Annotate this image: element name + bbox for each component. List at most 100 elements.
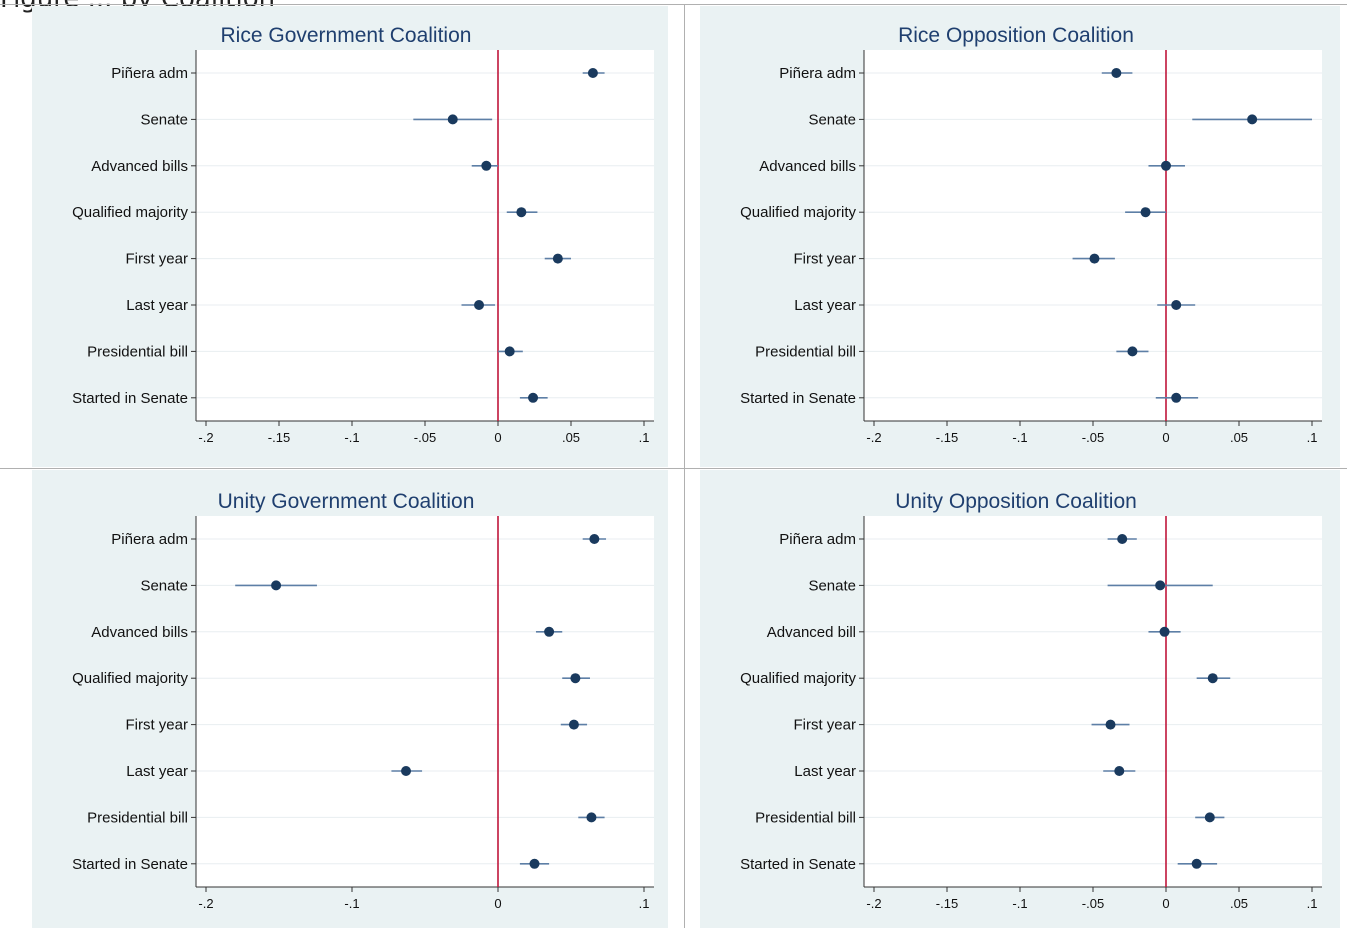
- chart-title: Unity Opposition Coalition: [895, 490, 1137, 513]
- x-tick-label: .1: [1307, 896, 1318, 911]
- category-label: Senate: [808, 111, 856, 128]
- x-tick-label: -.05: [1082, 430, 1104, 445]
- x-tick-label: .05: [1230, 430, 1248, 445]
- coefficient-point: [570, 673, 581, 684]
- chart-rice-opposition: Rice Opposition Coalition Piñera adm Senat…: [740, 24, 1322, 445]
- coefficient-point: [1140, 207, 1151, 218]
- x-tick-label: 0: [494, 896, 501, 911]
- x-tick-label: -.1: [344, 896, 359, 911]
- x-tick-label: -.15: [936, 896, 958, 911]
- panel-rice-government: Rice Government Coalition Piñera adm Senat…: [32, 6, 668, 467]
- category-label: Advanced bills: [91, 158, 188, 175]
- coefficient-point: [1247, 114, 1258, 125]
- category-label: Advanced bills: [91, 624, 188, 641]
- coefficient-point: [516, 207, 527, 218]
- chart-unity-opposition: Unity Opposition Coalition Piñera adm Sena…: [740, 490, 1322, 911]
- panel-unity-opposition: Unity Opposition Coalition Piñera adm Sena…: [700, 470, 1340, 928]
- coefficient-point: [586, 812, 597, 823]
- category-label: Piñera adm: [111, 531, 188, 548]
- category-label: Piñera adm: [111, 65, 188, 82]
- category-label: Qualified majority: [72, 204, 188, 221]
- category-label: Qualified majority: [72, 670, 188, 687]
- chart-title: Unity Government Coalition: [218, 490, 475, 513]
- category-label: Senate: [140, 577, 188, 594]
- x-tick-label: -.2: [866, 896, 881, 911]
- x-tick-label: -.15: [268, 430, 290, 445]
- chart-unity-government: Unity Government Coalition Piñera adm Sena…: [72, 490, 654, 911]
- x-tick-label: -.2: [198, 430, 213, 445]
- coefficient-point: [544, 626, 555, 637]
- coefficient-point: [1204, 812, 1215, 823]
- coefficient-point: [587, 68, 598, 78]
- horizontal-divider: [0, 468, 1347, 469]
- x-tick-label: 0: [1162, 896, 1169, 911]
- x-tick-label: -.15: [936, 430, 958, 445]
- category-label: Qualified majority: [740, 204, 856, 221]
- plot-area: [196, 516, 654, 887]
- coefficient-point: [1207, 673, 1218, 684]
- category-label: Last year: [794, 297, 856, 314]
- category-label: Last year: [126, 763, 188, 780]
- category-label: Qualified majority: [740, 670, 856, 687]
- coefficient-point: [529, 858, 540, 869]
- x-tick-label: -.2: [198, 896, 213, 911]
- category-label: Last year: [794, 763, 856, 780]
- coefficient-point: [1105, 719, 1116, 730]
- category-label: First year: [125, 251, 188, 268]
- x-tick-label: .05: [1230, 896, 1248, 911]
- coefficient-point: [481, 160, 492, 171]
- coefficient-point: [1171, 300, 1182, 310]
- coefficient-point: [1171, 392, 1182, 403]
- category-label: Advanced bill: [767, 624, 856, 641]
- chart-title: Rice Opposition Coalition: [898, 24, 1134, 47]
- coefficient-point: [1114, 766, 1125, 776]
- category-label: Advanced bills: [759, 158, 856, 175]
- category-label: Presidential bill: [87, 343, 188, 360]
- x-tick-label: -.1: [1012, 430, 1027, 445]
- x-tick-label: -.1: [344, 430, 359, 445]
- coefficient-point: [589, 534, 600, 544]
- panel-unity-government: Unity Government Coalition Piñera adm Sena…: [32, 470, 668, 928]
- vertical-divider: [684, 4, 685, 928]
- coefficient-point: [552, 253, 563, 264]
- panel-rice-opposition: Rice Opposition Coalition Piñera adm Senat…: [700, 6, 1340, 467]
- chart-title: Rice Government Coalition: [221, 24, 472, 47]
- coefficient-point: [401, 766, 412, 776]
- coefficient-point: [271, 580, 282, 591]
- category-label: Last year: [126, 297, 188, 314]
- category-label: Presidential bill: [87, 809, 188, 826]
- x-tick-label: -.05: [1082, 896, 1104, 911]
- x-tick-label: .05: [562, 430, 580, 445]
- x-tick-label: .1: [639, 430, 650, 445]
- coefficient-point: [1161, 160, 1171, 171]
- plot-area: [864, 50, 1322, 421]
- category-label: Started in Senate: [72, 856, 188, 873]
- coefficient-point: [568, 719, 579, 730]
- plot-area: [196, 50, 654, 421]
- plot-area: [864, 516, 1322, 887]
- coefficient-point: [474, 300, 485, 310]
- category-label: Senate: [808, 577, 856, 594]
- category-label: First year: [125, 717, 188, 734]
- category-label: Piñera adm: [779, 65, 856, 82]
- x-tick-label: .1: [1307, 430, 1318, 445]
- coefficient-point: [1159, 626, 1170, 637]
- category-label: Senate: [140, 111, 188, 128]
- category-label: Started in Senate: [740, 390, 856, 407]
- x-tick-label: -.2: [866, 430, 881, 445]
- coefficient-point: [1191, 858, 1202, 869]
- coefficient-point: [1117, 534, 1128, 544]
- top-divider: [0, 4, 1347, 5]
- x-tick-label: -.05: [414, 430, 436, 445]
- coefficient-point: [1111, 68, 1122, 78]
- chart-rice-government: Rice Government Coalition Piñera adm Senat…: [72, 24, 654, 445]
- x-tick-label: 0: [1162, 430, 1169, 445]
- x-tick-label: -.1: [1012, 896, 1027, 911]
- category-label: First year: [793, 251, 856, 268]
- coefficient-point: [528, 392, 539, 403]
- coefficient-point: [447, 114, 458, 125]
- x-tick-label: .1: [639, 896, 650, 911]
- category-label: Started in Senate: [740, 856, 856, 873]
- category-label: First year: [793, 717, 856, 734]
- coefficient-point: [504, 346, 515, 357]
